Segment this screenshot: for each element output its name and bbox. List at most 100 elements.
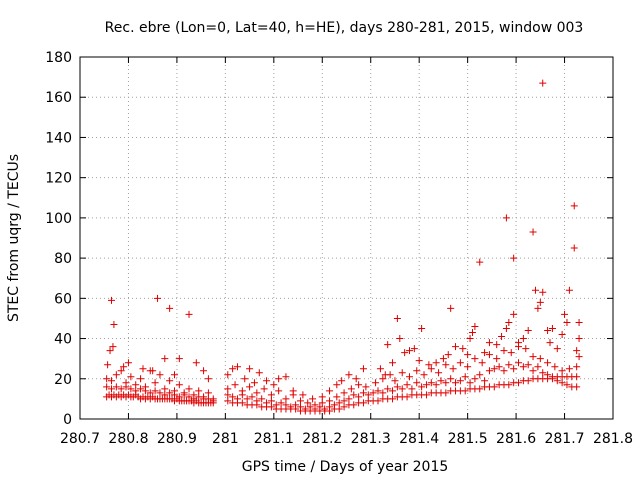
data-point bbox=[248, 393, 256, 401]
x-tick-label: 281.2 bbox=[302, 431, 342, 447]
data-point bbox=[398, 369, 406, 377]
data-point bbox=[318, 399, 326, 407]
x-tick-label: 281.4 bbox=[399, 431, 439, 447]
data-point bbox=[209, 395, 217, 403]
data-point bbox=[267, 391, 275, 399]
data-point bbox=[326, 387, 334, 395]
data-point bbox=[471, 375, 479, 383]
data-point bbox=[396, 335, 404, 343]
data-point bbox=[405, 373, 413, 381]
x-axis-label: GPS time / Days of year 2015 bbox=[242, 459, 449, 475]
data-point bbox=[505, 318, 513, 326]
data-point bbox=[570, 244, 578, 252]
data-point bbox=[321, 405, 329, 413]
data-point bbox=[117, 385, 125, 393]
data-point bbox=[161, 355, 169, 363]
data-point bbox=[529, 228, 537, 236]
data-point bbox=[464, 351, 472, 359]
data-point bbox=[493, 355, 501, 363]
data-point bbox=[335, 405, 343, 413]
data-point bbox=[185, 393, 193, 401]
data-point bbox=[301, 405, 309, 413]
x-tick-label: 281.1 bbox=[254, 431, 294, 447]
data-point bbox=[490, 383, 498, 391]
data-point bbox=[166, 304, 174, 312]
data-point bbox=[561, 310, 569, 318]
data-point bbox=[340, 389, 348, 397]
data-point bbox=[175, 393, 183, 401]
data-point bbox=[369, 389, 377, 397]
data-point bbox=[345, 395, 353, 403]
data-point bbox=[444, 351, 452, 359]
data-point bbox=[122, 379, 130, 387]
y-tick-label: 40 bbox=[54, 332, 72, 348]
data-point bbox=[563, 381, 571, 389]
data-point bbox=[195, 387, 203, 395]
data-point bbox=[456, 359, 464, 367]
data-point bbox=[548, 325, 556, 332]
data-point bbox=[224, 385, 232, 393]
x-tick-label: 281 bbox=[212, 431, 239, 447]
data-point bbox=[306, 403, 314, 411]
data-point bbox=[510, 365, 518, 373]
data-point bbox=[502, 325, 510, 332]
data-point bbox=[204, 375, 212, 383]
data-point bbox=[427, 379, 435, 387]
data-point bbox=[338, 377, 346, 385]
data-point bbox=[139, 365, 147, 373]
data-point bbox=[546, 339, 554, 347]
data-point bbox=[519, 363, 527, 371]
data-point bbox=[350, 391, 358, 399]
data-point bbox=[476, 385, 484, 393]
data-point bbox=[553, 377, 561, 385]
data-point bbox=[490, 365, 498, 373]
data-point bbox=[304, 399, 312, 407]
data-point bbox=[510, 254, 518, 262]
data-point bbox=[510, 310, 518, 318]
data-point bbox=[233, 395, 241, 403]
data-point bbox=[170, 371, 178, 379]
data-point bbox=[359, 365, 367, 373]
data-point bbox=[435, 369, 443, 377]
data-point bbox=[379, 389, 387, 397]
x-tick-label: 281.3 bbox=[351, 431, 391, 447]
data-point bbox=[151, 379, 159, 387]
data-point bbox=[456, 377, 464, 385]
y-tick-label: 160 bbox=[45, 90, 72, 106]
chart-title: Rec. ebre (Lon=0, Lat=40, h=HE), days 28… bbox=[105, 20, 584, 36]
data-point bbox=[422, 381, 430, 389]
y-tick-label: 140 bbox=[45, 130, 72, 146]
data-point bbox=[536, 355, 544, 363]
data-point bbox=[401, 349, 409, 357]
x-axis: 280.7 280.8 280.9 281 281.1 281.2 281.3 281.4 28… bbox=[60, 57, 633, 447]
data-point bbox=[132, 387, 140, 395]
data-point bbox=[415, 357, 423, 365]
data-point bbox=[107, 377, 115, 385]
data-point bbox=[166, 377, 174, 385]
data-point bbox=[403, 393, 411, 401]
data-point bbox=[231, 381, 239, 389]
data-point bbox=[522, 345, 530, 353]
data-point bbox=[515, 379, 523, 387]
data-point bbox=[575, 318, 583, 326]
data-point bbox=[112, 371, 120, 379]
data-point bbox=[442, 361, 450, 369]
data-point bbox=[413, 379, 421, 387]
data-point bbox=[347, 385, 355, 393]
data-point bbox=[170, 387, 178, 395]
data-point bbox=[389, 359, 397, 367]
data-point bbox=[372, 379, 380, 387]
data-point bbox=[267, 397, 275, 405]
data-point bbox=[275, 375, 283, 383]
data-point bbox=[224, 391, 232, 399]
x-tick-label: 281.5 bbox=[448, 431, 488, 447]
data-point bbox=[495, 363, 503, 371]
data-point bbox=[282, 395, 290, 403]
data-point bbox=[277, 399, 285, 407]
data-point bbox=[461, 387, 469, 395]
data-point bbox=[185, 385, 193, 393]
data-point bbox=[110, 320, 118, 328]
data-point bbox=[534, 304, 542, 312]
data-point bbox=[485, 351, 493, 359]
